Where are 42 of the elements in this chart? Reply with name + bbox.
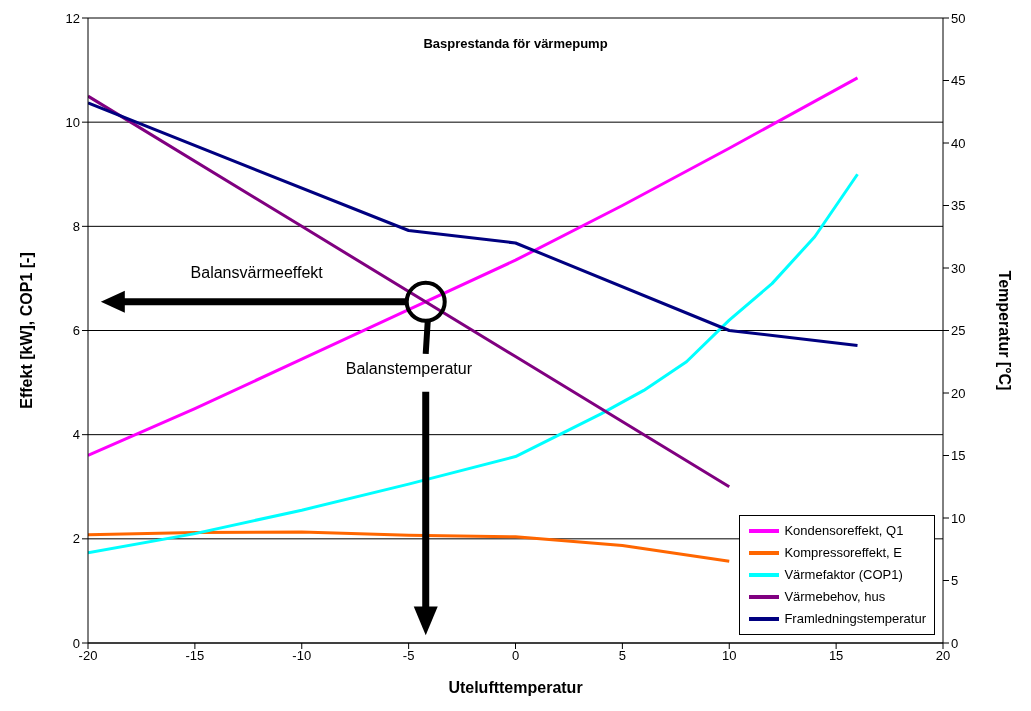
- x-tick-label: 10: [722, 648, 737, 664]
- legend-label: Värmefaktor (COP1): [784, 566, 903, 584]
- text: Basprestanda för värmepump: [422, 36, 609, 51]
- legend-label: Kompressoreffekt, E: [784, 544, 902, 562]
- line-series: [88, 101, 859, 347]
- y-tick-label: 0: [72, 635, 80, 651]
- y2-tick-label: 25: [951, 323, 966, 339]
- y2-tick-label: 50: [951, 10, 966, 26]
- y2-tick-label: 20: [951, 385, 966, 401]
- annotation: Balansvärmeeffekt: [190, 263, 323, 282]
- y2-tick-label: 0: [951, 635, 959, 651]
- y2-tick-label: 15: [951, 448, 966, 464]
- line-series: [88, 76, 859, 457]
- line-series: [88, 530, 731, 563]
- x-tick-label: 15: [828, 648, 844, 664]
- x-tick-label: -10: [292, 648, 312, 664]
- x-tick-label: -15: [185, 648, 205, 664]
- legend-label: Framledningstemperatur: [784, 610, 926, 628]
- y2-tick-label: 35: [951, 198, 966, 214]
- x-tick-label: 5: [618, 648, 626, 664]
- line-series: [88, 94, 731, 489]
- y-tick-label: 8: [72, 218, 80, 234]
- x-tick-label: 0: [511, 648, 520, 664]
- y2-tick-label: 10: [951, 510, 966, 526]
- legend-label: Värmebehov, hus: [784, 588, 886, 606]
- y-tick-label: 2: [72, 531, 80, 547]
- y-tick-label: 12: [65, 10, 80, 26]
- y-tick-label: 4: [72, 427, 80, 443]
- x-tick-label: -5: [402, 648, 415, 664]
- y2-axis-title: Temperatur [°C]: [996, 270, 1014, 391]
- y-tick-label: 6: [72, 323, 80, 339]
- y2-tick-label: 45: [951, 73, 966, 89]
- y2-tick-label: 5: [951, 573, 959, 589]
- y2-tick-label: 30: [951, 260, 966, 276]
- y-axis-title: Effekt [kW], COP1 [-]: [17, 252, 35, 409]
- y-tick-label: 10: [65, 114, 80, 130]
- y2-tick-label: 40: [951, 135, 966, 151]
- legend-label: Kondensoreffekt, Q1: [784, 522, 904, 540]
- annotation: Balanstemperatur: [345, 359, 473, 378]
- x-axis-title: Utelufttemperatur: [448, 679, 583, 696]
- x-tick-label: 20: [935, 648, 951, 664]
- x-tick-label: -20: [78, 648, 98, 664]
